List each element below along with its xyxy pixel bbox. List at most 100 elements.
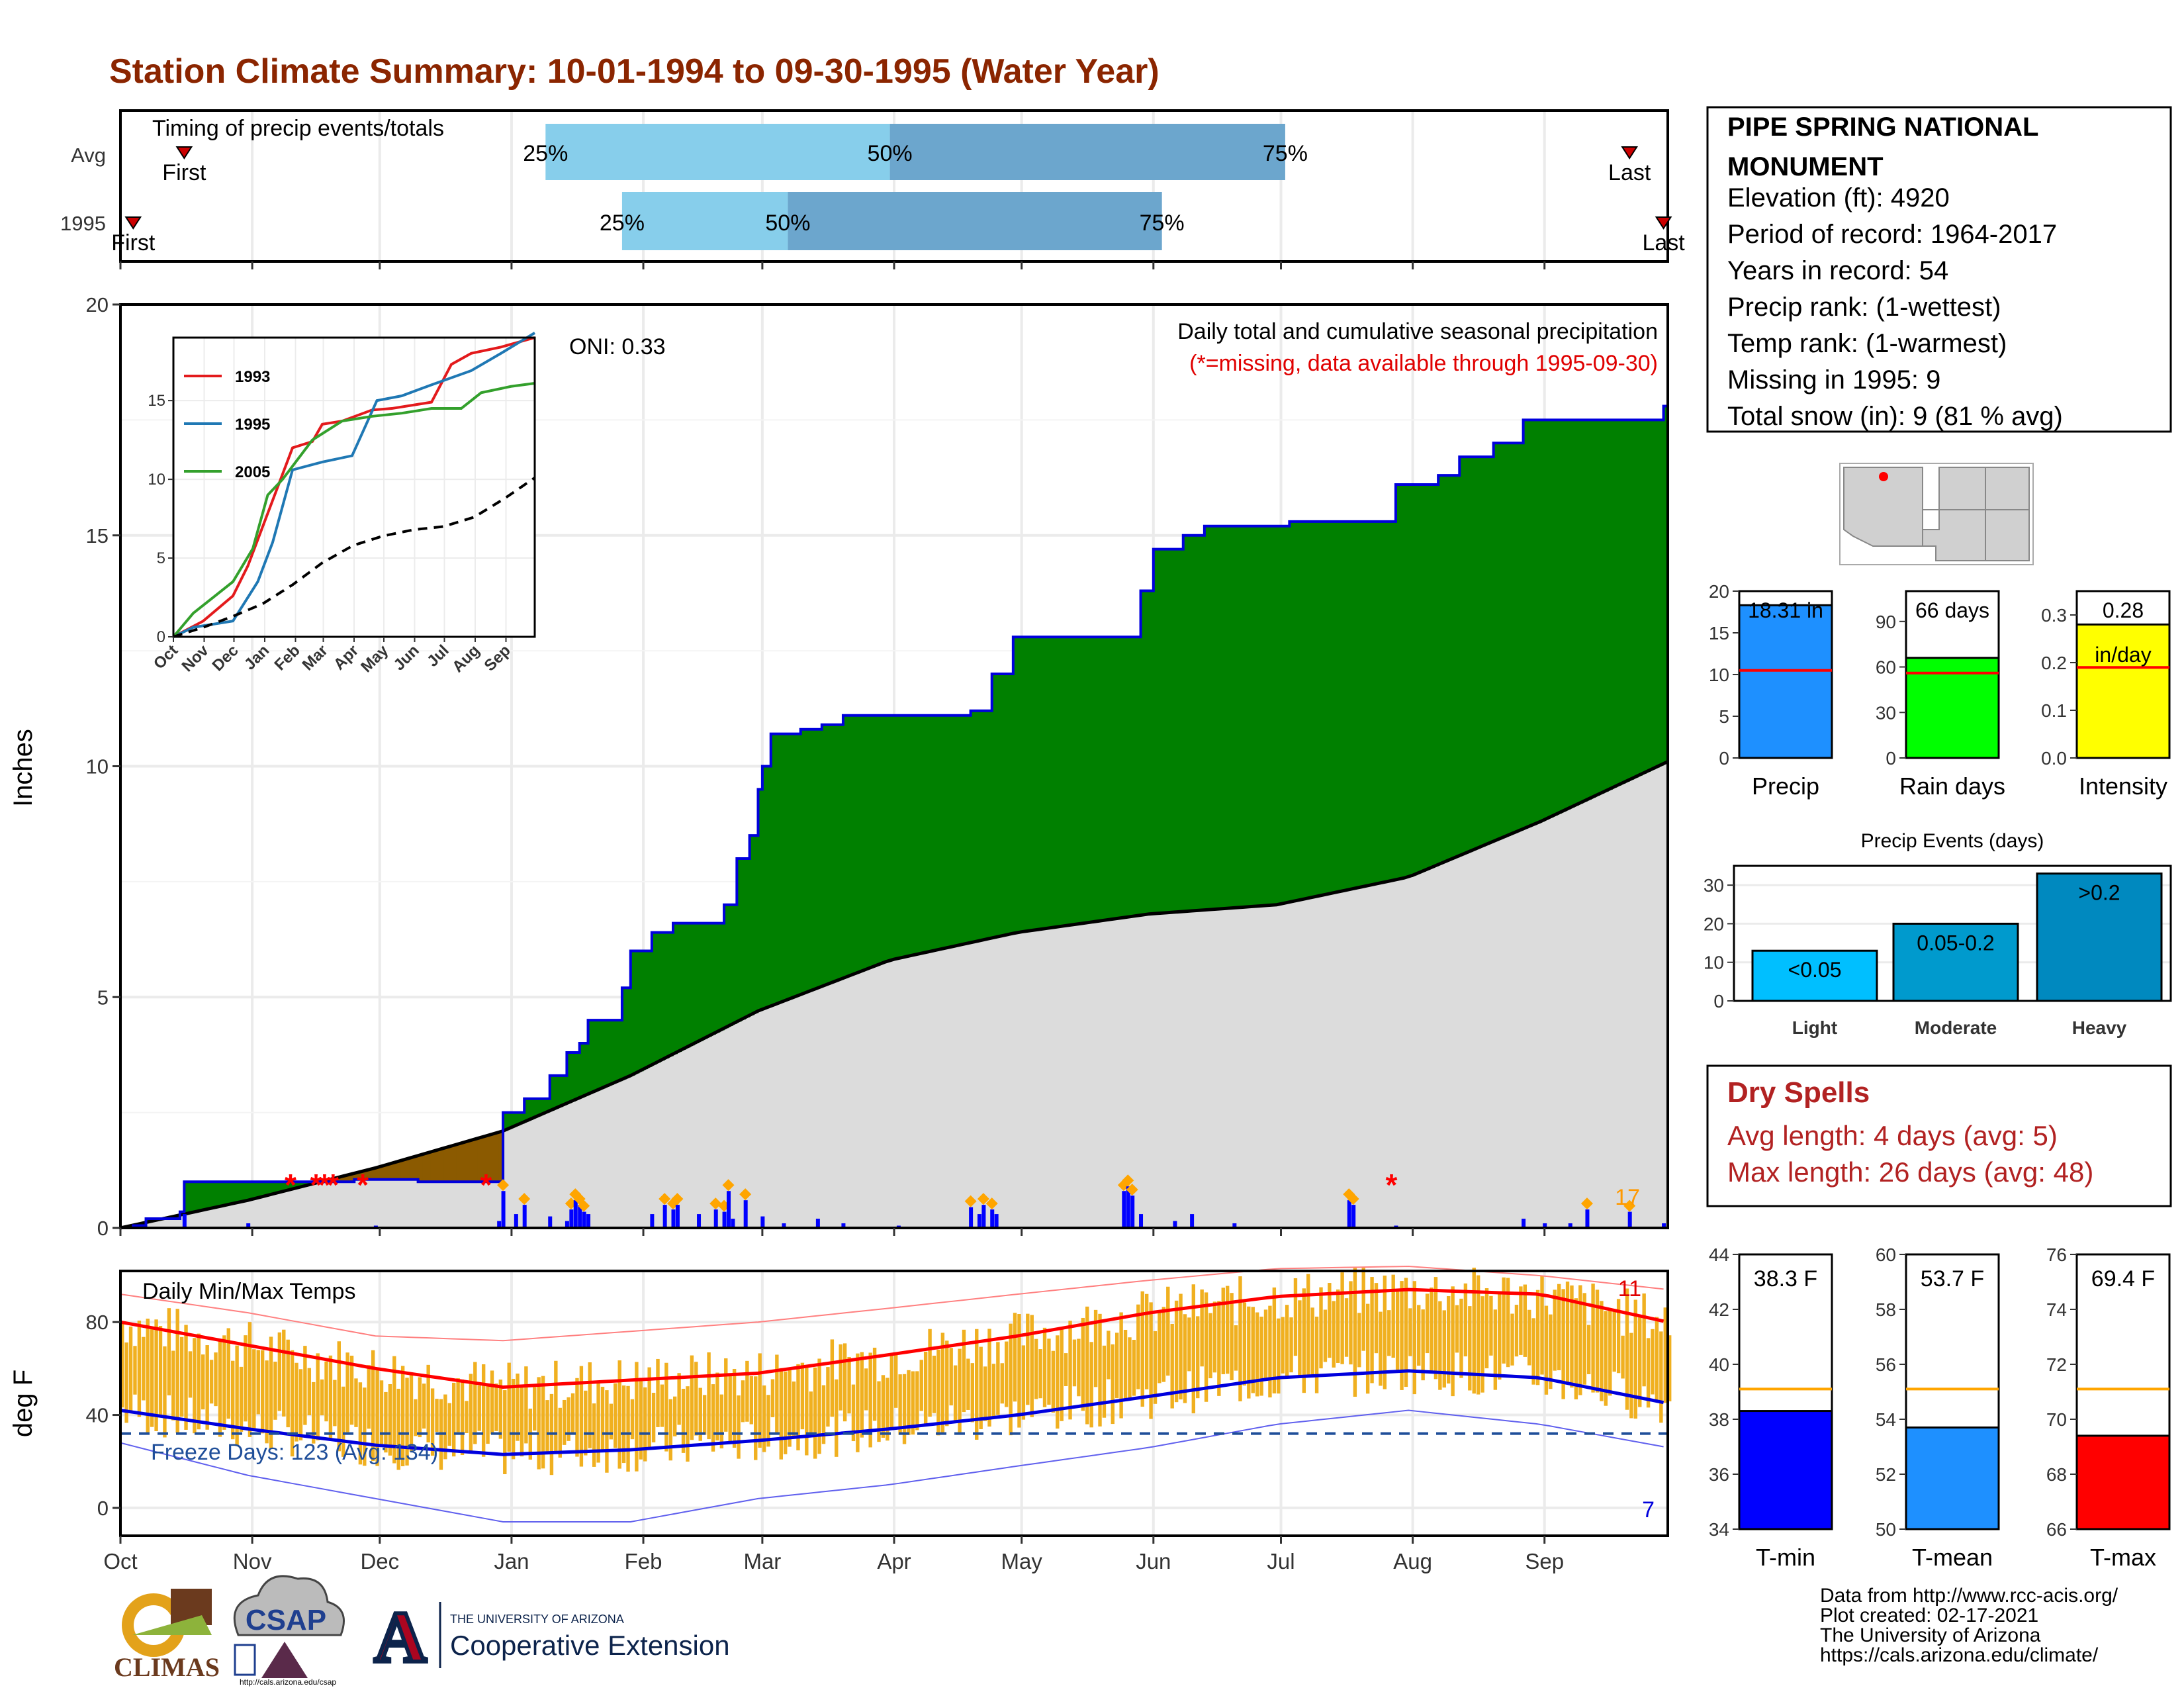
daily-temp-bar [1540, 1276, 1544, 1375]
cumulative-departure-segment [226, 1182, 232, 1205]
daily-temp-bar [868, 1352, 872, 1448]
snow-event-marker [1347, 1193, 1359, 1205]
daily-temp-bar [1314, 1317, 1319, 1393]
cumulative-departure-segment [1430, 485, 1435, 868]
daily-precip-bar [1122, 1191, 1126, 1228]
precip-events-value-label: 0.05-0.2 [1917, 931, 1994, 955]
daily-temp-bar [609, 1403, 614, 1440]
precip-events-bar [1892, 922, 2019, 1002]
precip-ytick-label: 15 [86, 524, 109, 547]
cumulative-departure-segment [1234, 526, 1239, 908]
cumulative-departure-segment [592, 1020, 597, 1092]
precip-title: Daily total and cumulative seasonal prec… [1177, 319, 1658, 344]
snow-event-marker [1122, 1174, 1134, 1187]
daily-temp-bar [1030, 1315, 1034, 1417]
cumulative-departure-segment [707, 923, 712, 1037]
cumulative-departure-segment [1030, 637, 1035, 931]
daily-temp-bar [1255, 1312, 1259, 1397]
snow-event-marker [1580, 1197, 1593, 1210]
daily-temp-bar [1306, 1274, 1310, 1375]
daily-temp-bar [851, 1384, 856, 1442]
daily-temp-bar [452, 1382, 456, 1457]
missing-data-marker: * [285, 1168, 296, 1202]
snow-event-marker [964, 1195, 977, 1207]
cumulative-departure-segment [842, 715, 848, 978]
snow-event-marker [977, 1193, 989, 1205]
daily-precip-bar [671, 1209, 676, 1228]
daily-temp-bar [193, 1338, 197, 1434]
daily-precip-bar [675, 1205, 680, 1228]
daily-temp-bar [1013, 1313, 1017, 1402]
cumulative-departure-segment [1493, 443, 1498, 841]
daily-temp-bar [1204, 1292, 1208, 1402]
daily-temp-bar [1370, 1277, 1374, 1383]
cumulative-departure-segment [549, 1075, 555, 1111]
cumulative-departure-segment [456, 1144, 461, 1182]
timing-marker [175, 146, 193, 160]
daily-temp-bar [1519, 1286, 1523, 1355]
dry-spells-max: Max length: 26 days (avg: 48) [1727, 1156, 2093, 1188]
timing-quantile-label: 25% [600, 211, 645, 236]
daily-temp-bar [707, 1352, 711, 1440]
daily-temp-bar [1404, 1278, 1408, 1387]
intensity-unit-label: in/day [2095, 643, 2151, 667]
cumulative-departure-segment [400, 1160, 406, 1180]
cumulative-departure-segment [1651, 420, 1656, 770]
cumulative-departure-segment [1277, 526, 1282, 905]
cumulative-departure-segment [418, 1155, 423, 1182]
daily-temp-bar [231, 1360, 235, 1440]
cumulative-departure-segment [1005, 674, 1010, 935]
daily-temp-bar [1332, 1301, 1336, 1368]
cumulative-departure-segment [639, 951, 644, 1072]
daily-temp-bar [1400, 1281, 1404, 1390]
summary-bar [2075, 1434, 2171, 1530]
cumulative-departure-segment [1268, 526, 1273, 906]
daily-temp-bar [635, 1362, 639, 1472]
summary-category-label: Intensity [2079, 773, 2167, 800]
daily-precip-bar [1173, 1221, 1177, 1228]
cumulative-departure-segment [1417, 485, 1422, 874]
cumulative-departure-segment [991, 674, 997, 938]
daily-temp-bar [1149, 1302, 1153, 1419]
cumulative-departure-segment [800, 729, 805, 995]
daily-temp-bar [1642, 1293, 1646, 1387]
cumulative-departure-segment [805, 729, 810, 993]
missing-data-marker: * [1386, 1168, 1398, 1202]
daily-temp-bar [201, 1354, 205, 1410]
cumulative-departure-segment [524, 1098, 529, 1122]
daily-precip-bar [1522, 1219, 1526, 1228]
daily-temp-bar [1340, 1272, 1344, 1364]
daily-temp-bar [1668, 1335, 1672, 1401]
station-location-dot [1879, 472, 1888, 481]
cumulative-departure-segment [426, 1153, 432, 1182]
footer-line-2: Plot created: 02-17-2021 [1820, 1605, 2038, 1626]
cumulative-departure-segment [1323, 521, 1328, 895]
snow-event-marker [985, 1197, 998, 1210]
temp-ytick-label: 40 [86, 1404, 109, 1427]
daily-precip-bar [565, 1221, 569, 1228]
cumulative-departure-segment [1281, 526, 1286, 904]
daily-temp-bar [1119, 1312, 1123, 1419]
inset-month-label: Aug [449, 641, 483, 676]
csap-text: CSAP [246, 1604, 326, 1636]
daily-temp-bar [817, 1358, 821, 1454]
daily-temp-bar [728, 1373, 732, 1442]
daily-temp-bar [1659, 1331, 1663, 1423]
daily-temp-bar [358, 1382, 363, 1465]
cumulative-departure-segment [414, 1156, 419, 1180]
daily-temp-bar [324, 1361, 328, 1422]
precip-events-title: Precip Events (days) [1861, 830, 2044, 852]
cumulative-departure-segment [1502, 443, 1507, 838]
daily-temp-bar [1591, 1284, 1595, 1393]
cumulative-departure-segment [1068, 637, 1073, 925]
daily-temp-bar [430, 1388, 435, 1456]
cumulative-departure-segment [651, 932, 657, 1065]
cumulative-departure-segment [1455, 475, 1460, 858]
cumulative-departure-segment [1621, 420, 1626, 784]
daily-temp-bar [737, 1395, 741, 1459]
cumulative-departure-segment [758, 789, 763, 1011]
daily-temp-bar [312, 1382, 316, 1444]
inset-month-label: Mar [298, 641, 331, 674]
daily-temp-bar [163, 1346, 167, 1438]
